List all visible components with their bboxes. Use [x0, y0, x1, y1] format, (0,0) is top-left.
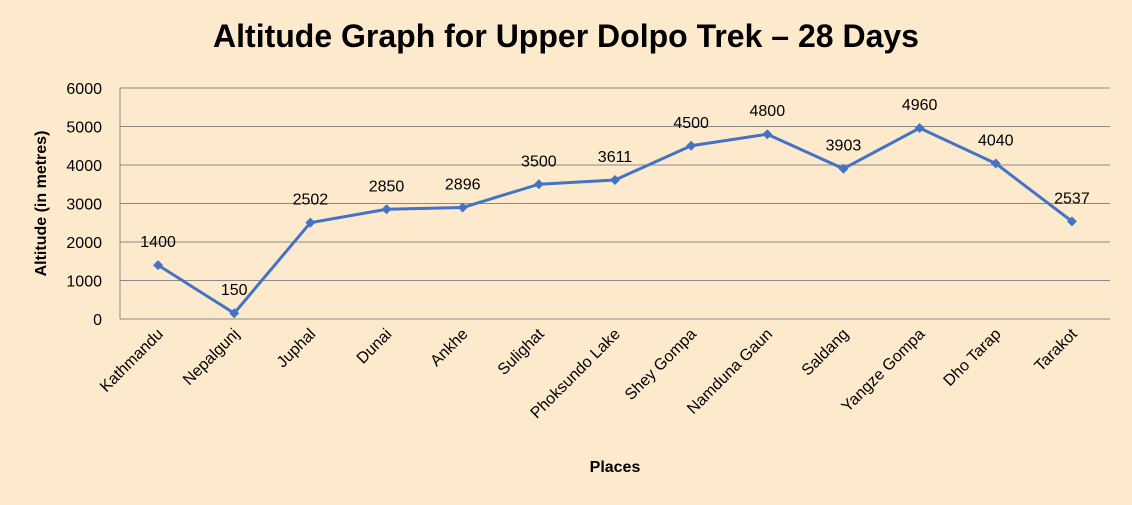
chart-title: Altitude Graph for Upper Dolpo Trek – 28…: [213, 18, 919, 54]
data-point: [1066, 216, 1077, 227]
y-tick-label: 0: [93, 312, 102, 329]
y-tick-label: 5000: [66, 120, 102, 137]
x-tick-label: Yangze Gompa: [839, 326, 929, 416]
x-axis-title: Places: [590, 459, 641, 476]
x-tick-label: Dunai: [354, 326, 396, 368]
data-point: [381, 204, 392, 215]
data-label: 2896: [445, 177, 481, 194]
data-label: 4500: [673, 115, 709, 132]
data-point: [914, 123, 925, 134]
data-label: 3611: [598, 149, 633, 166]
data-label: 3500: [521, 153, 557, 170]
data-label: 2537: [1054, 190, 1090, 207]
x-tick-label: Dho Tarap: [941, 326, 1005, 390]
data-point: [610, 174, 620, 185]
x-tick-label: Tarakot: [1032, 325, 1082, 375]
x-tick-label: Sulighat: [495, 325, 548, 378]
data-point: [762, 129, 773, 140]
data-label: 4960: [902, 97, 938, 114]
data-point: [457, 202, 468, 213]
data-label: 150: [221, 282, 248, 299]
data-label: 4800: [750, 103, 786, 120]
x-tick-label: Nepalgunj: [180, 326, 243, 389]
y-axis-title: Altitude (in metres): [33, 131, 50, 277]
data-point: [153, 260, 164, 271]
x-tick-label: Juphal: [274, 326, 319, 371]
y-tick-label: 6000: [66, 81, 102, 98]
data-label: 2850: [369, 178, 405, 195]
data-label: 4040: [978, 132, 1014, 149]
y-tick-label: 2000: [66, 235, 102, 252]
data-point: [305, 217, 316, 228]
y-tick-label: 1000: [66, 274, 102, 291]
data-point: [533, 179, 544, 190]
x-tick-label: Kathmandu: [97, 326, 167, 396]
data-point: [990, 158, 1001, 169]
data-point: [229, 308, 240, 319]
y-tick-label: 3000: [66, 197, 102, 214]
x-tick-label: Ankhe: [427, 326, 471, 370]
data-label: 1400: [140, 234, 176, 251]
data-label: 3903: [826, 138, 862, 155]
data-point: [838, 163, 849, 174]
x-tick-label: Shey Gompa: [622, 326, 700, 404]
y-tick-label: 4000: [66, 158, 102, 175]
data-label: 2502: [293, 192, 329, 209]
data-point: [686, 140, 697, 151]
x-tick-label: Saldang: [799, 326, 853, 380]
